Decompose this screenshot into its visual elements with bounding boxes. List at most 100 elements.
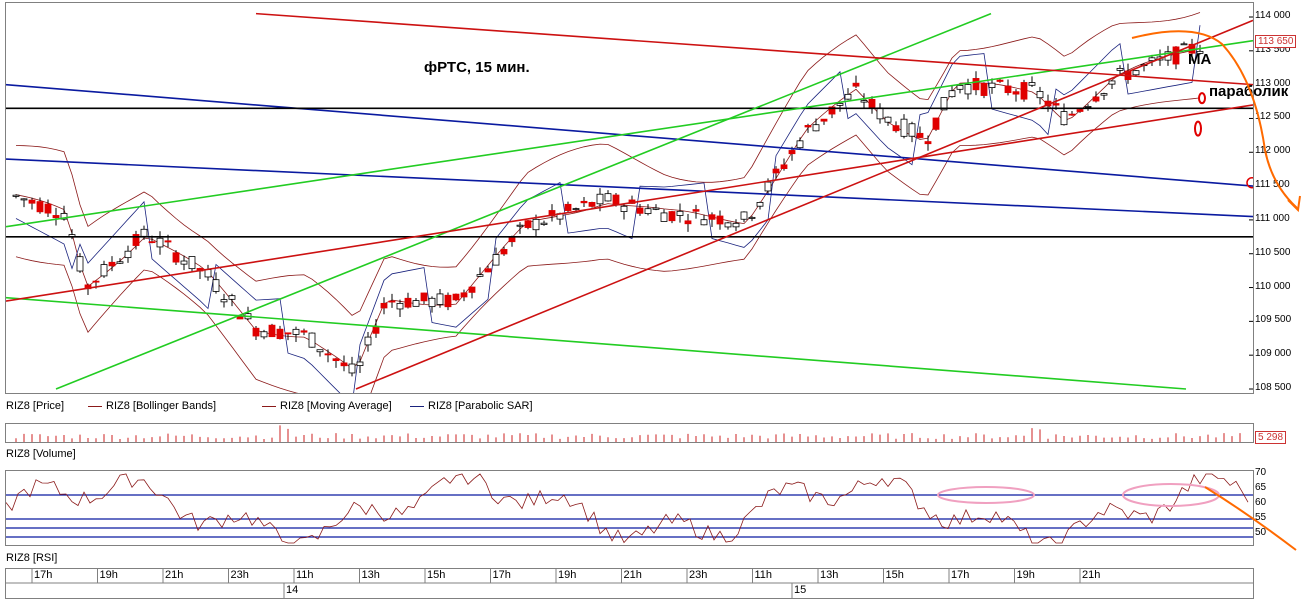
bollinger-upper	[15, 12, 1201, 316]
candle-body	[700, 219, 708, 226]
candle	[1068, 111, 1076, 116]
candle-body	[956, 85, 964, 90]
candle-body	[940, 97, 948, 111]
candle-body	[764, 181, 772, 192]
candle	[636, 204, 644, 216]
candle-body	[1084, 106, 1092, 108]
price-tick-label: 112 500	[1255, 111, 1291, 123]
candle-body	[564, 203, 572, 211]
candle	[548, 204, 556, 222]
candle-body	[332, 358, 340, 362]
trendline-green-1	[6, 296, 1187, 390]
candle	[524, 219, 532, 230]
parabolic-marker	[1198, 92, 1206, 105]
candle	[780, 158, 788, 171]
candle-body	[756, 202, 764, 207]
candle	[212, 272, 220, 294]
rsi-tick-label: 55	[1255, 512, 1267, 523]
legend-item: RIZ8 [Bollinger Bands]	[88, 400, 216, 412]
hour-label: 23h	[230, 569, 249, 581]
candle	[1036, 86, 1044, 105]
candle-body	[900, 118, 908, 137]
candle	[412, 298, 420, 307]
trendline-red-1	[6, 104, 1253, 302]
candle-body	[36, 201, 44, 213]
candle	[964, 78, 972, 100]
candle-body	[1068, 113, 1076, 116]
candle-body	[484, 268, 492, 273]
candle-body	[660, 212, 668, 222]
candle-body	[444, 294, 452, 308]
legend-swatch	[88, 405, 102, 407]
candle-body	[100, 264, 108, 277]
legend-label: RIZ8 [Price]	[6, 400, 65, 412]
candle-body	[340, 362, 348, 367]
candle	[380, 297, 388, 315]
hour-label: 15h	[885, 569, 904, 581]
candle	[372, 319, 380, 338]
candle	[580, 197, 588, 208]
candle-body	[828, 106, 836, 115]
candle	[500, 246, 508, 256]
candle	[428, 296, 436, 313]
candle	[180, 255, 188, 271]
last-price-badge: 113 650	[1255, 35, 1297, 48]
hour-label: 17h	[951, 569, 970, 581]
candle	[84, 283, 92, 295]
legend-item: RIZ8 [Moving Average]	[262, 400, 392, 412]
candle	[708, 212, 716, 228]
candle-body	[820, 118, 828, 122]
candle	[660, 209, 668, 222]
candle-body	[140, 228, 148, 237]
parabolic-sar	[15, 25, 1201, 393]
candle	[52, 207, 60, 226]
candle	[100, 260, 108, 278]
candle	[220, 293, 228, 308]
candle-body	[300, 330, 308, 333]
candle	[980, 82, 988, 99]
price-tick-label: 108 500	[1255, 382, 1292, 393]
candle-body	[572, 208, 580, 210]
hour-label: 11h	[754, 569, 773, 581]
hour-label: 21h	[623, 569, 642, 581]
candle	[348, 356, 356, 377]
candle-body	[76, 256, 84, 272]
candle-body	[1100, 93, 1108, 96]
candle-body	[460, 292, 468, 298]
candle	[852, 75, 860, 89]
rsi-panel	[5, 470, 1254, 546]
candle	[268, 323, 276, 338]
candle-body	[1108, 80, 1116, 85]
candle-body	[1036, 91, 1044, 99]
candle-body	[20, 198, 28, 201]
legend-swatch	[262, 405, 276, 407]
legend-item: RIZ8 [Price]	[6, 400, 64, 412]
candle-body	[356, 361, 364, 366]
candle	[756, 201, 764, 210]
parabolic-marker	[1194, 120, 1202, 137]
volume-last-value: 5 298	[1255, 431, 1287, 444]
candle-body	[164, 240, 172, 243]
candle-body	[972, 78, 980, 91]
candle-body	[804, 125, 812, 128]
candle	[972, 71, 980, 96]
candle-body	[860, 100, 868, 103]
candle	[620, 203, 628, 220]
candle-body	[276, 328, 284, 340]
candle-body	[28, 199, 36, 204]
candle-body	[924, 141, 932, 145]
hour-label: 23h	[689, 569, 708, 581]
candle	[204, 264, 212, 281]
candle-body	[892, 125, 900, 132]
candle	[932, 117, 940, 131]
candle-body	[212, 279, 220, 292]
candle-body	[724, 222, 732, 228]
hour-label: 13h	[361, 569, 380, 581]
candle-body	[12, 194, 20, 197]
candle-body	[228, 295, 236, 300]
candle	[644, 204, 652, 216]
candle-body	[476, 274, 484, 277]
candle-body	[964, 84, 972, 95]
candle-body	[420, 292, 428, 302]
candle-body	[652, 207, 660, 210]
